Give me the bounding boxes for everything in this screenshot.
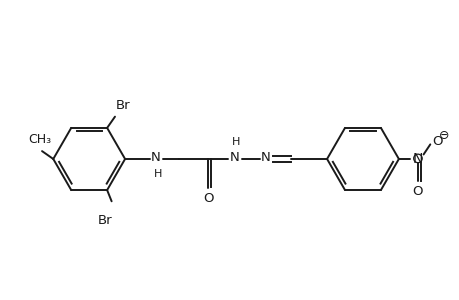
Text: O: O xyxy=(431,134,442,148)
Text: O: O xyxy=(202,191,213,205)
Text: CH₃: CH₃ xyxy=(28,133,51,146)
Text: H: H xyxy=(231,136,240,147)
Text: N: N xyxy=(151,152,160,164)
Text: Br: Br xyxy=(116,99,130,112)
Text: Br: Br xyxy=(98,214,112,226)
Text: ⊖: ⊖ xyxy=(437,129,448,142)
Text: N: N xyxy=(229,152,239,164)
Text: N: N xyxy=(260,152,270,164)
Text: H: H xyxy=(153,169,162,179)
Text: N: N xyxy=(411,152,422,166)
Text: O: O xyxy=(412,185,422,198)
